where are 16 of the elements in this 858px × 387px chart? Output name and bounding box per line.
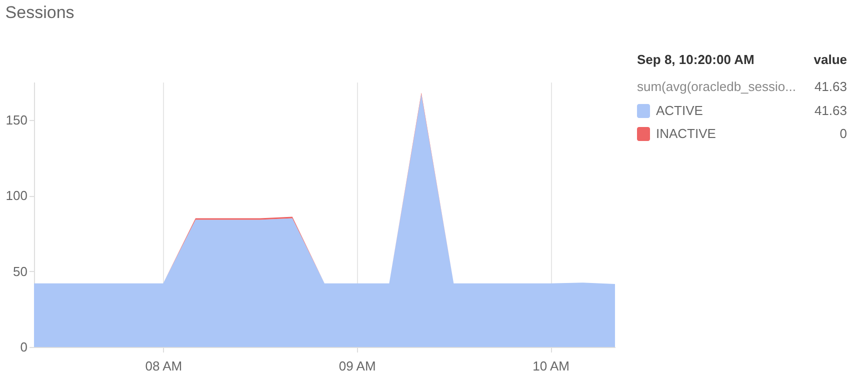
legend-title: Sep 8, 10:20:00 AM <box>637 52 754 67</box>
text: 0 <box>840 126 847 141</box>
x-tick-label: 10 AM <box>532 358 570 374</box>
chart-title: Sessions <box>5 3 74 22</box>
x-tick-label: 08 AM <box>145 358 182 374</box>
text: sum(avg(oracledb_sessio... <box>637 79 796 94</box>
y-tick-label: 50 <box>13 264 28 279</box>
x-tick-label: 09 AM <box>338 358 376 374</box>
y-tick-label: 150 <box>6 112 28 128</box>
text: 41.63 <box>814 103 847 118</box>
legend-label: INACTIVE <box>656 126 716 141</box>
text: value <box>814 52 847 67</box>
text: 41.63 <box>814 79 847 94</box>
y-tick-label: 0 <box>20 340 28 354</box>
y-tick-label: 100 <box>6 188 28 204</box>
legend-label: ACTIVE <box>656 103 704 118</box>
